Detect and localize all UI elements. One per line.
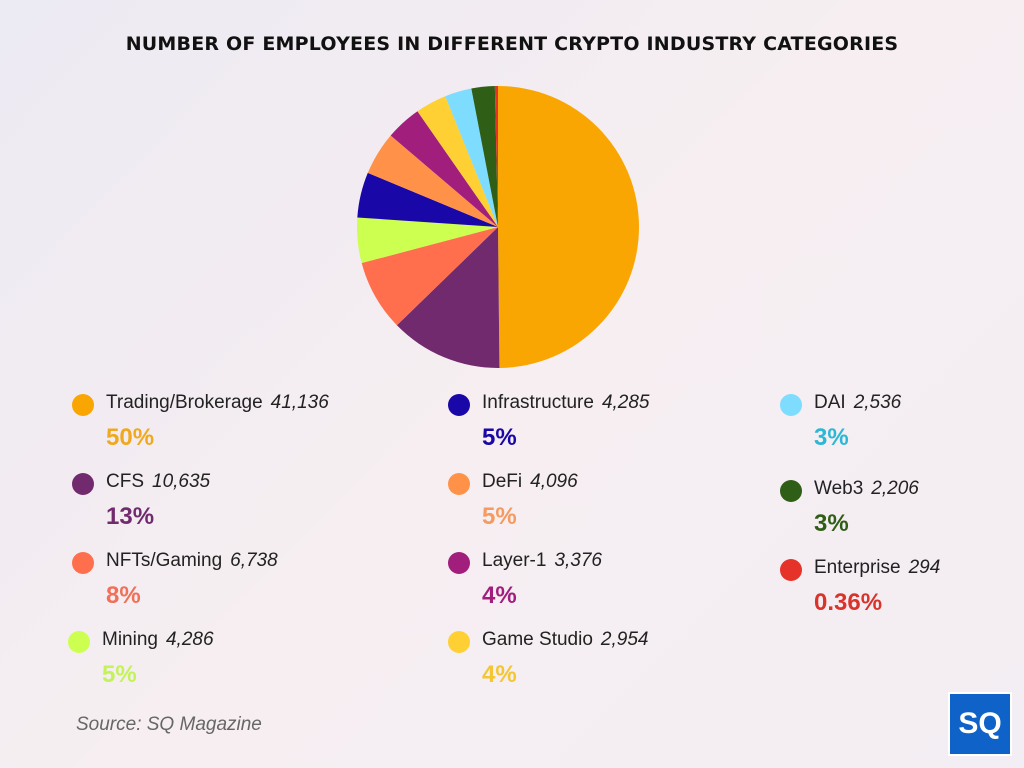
chart-title: NUMBER OF EMPLOYEES IN DIFFERENT CRYPTO … [125, 33, 899, 55]
pie-slice-mining [357, 217, 498, 264]
legend-label: CFS 10,635 [106, 471, 211, 492]
legend-percent: 4% [482, 661, 517, 688]
pie-slice-trading-brokerage [498, 86, 639, 368]
legend-swatch [780, 394, 802, 416]
pie-chart [357, 86, 639, 369]
legend-value: 4,096 [530, 471, 578, 492]
pie-slice-enterprise [494, 86, 498, 227]
legend-label: Enterprise 294 [814, 557, 941, 578]
legend-label: Game Studio 2,954 [482, 629, 649, 650]
legend-label: NFTs/Gaming 6,738 [106, 550, 278, 571]
sq-logo: SQ [948, 692, 1012, 756]
legend-percent: 5% [102, 661, 137, 688]
legend-percent: 8% [106, 582, 141, 609]
source-note: Source: SQ Magazine [76, 714, 262, 735]
legend-swatch [780, 559, 802, 581]
legend-swatch [72, 473, 94, 495]
legend-value: 2,206 [871, 478, 919, 499]
legend-label: DeFi 4,096 [482, 471, 578, 492]
legend-label: Web3 2,206 [814, 478, 919, 499]
legend-value: 2,536 [853, 392, 902, 413]
legend-value: 41,136 [270, 392, 329, 413]
legend-percent: 5% [482, 503, 517, 530]
pie-slice-defi [367, 135, 498, 227]
legend-percent: 3% [814, 424, 849, 451]
legend-value: 4,285 [601, 392, 650, 413]
pie-slice-layer-1 [390, 111, 498, 227]
legend-swatch [68, 631, 90, 653]
legend-percent: 13% [106, 503, 155, 530]
legend-value: 2,954 [600, 629, 649, 650]
legend-swatch [448, 631, 470, 653]
legend-value: 10,635 [152, 471, 211, 492]
pie-slice-game-studio [417, 96, 498, 227]
legend-value: 6,738 [230, 550, 278, 571]
legend-percent: 3% [814, 510, 849, 537]
legend-swatch [448, 552, 470, 574]
legend-label: Trading/Brokerage 41,136 [106, 392, 329, 413]
pie-slice-dai [445, 88, 498, 227]
legend-swatch [448, 473, 470, 495]
legend-percent: 50% [106, 424, 155, 451]
legend-label: Layer-1 3,376 [482, 550, 602, 571]
legend-value: 4,286 [165, 629, 214, 650]
legend-swatch [780, 480, 802, 502]
pie-slice-web3 [471, 86, 498, 227]
legend-label: DAI 2,536 [814, 392, 902, 413]
pie-slice-infrastructure [357, 172, 498, 227]
legend-value: 3,376 [554, 550, 602, 571]
legend-label: Infrastructure 4,285 [482, 392, 650, 413]
legend-swatch [448, 394, 470, 416]
pie-slice-cfs [396, 227, 500, 369]
legend-percent: 0.36% [814, 589, 883, 616]
legend-swatch [72, 394, 94, 416]
legend-value: 294 [908, 557, 941, 578]
legend-label: Mining 4,286 [102, 629, 214, 650]
legend-percent: 4% [482, 582, 517, 609]
legend-swatch [72, 552, 94, 574]
legend-percent: 5% [482, 424, 517, 451]
pie-slice-nfts-gaming [361, 227, 498, 326]
